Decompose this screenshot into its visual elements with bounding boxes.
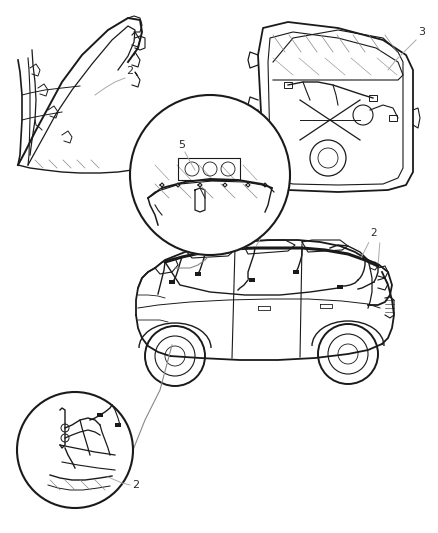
Circle shape: [130, 95, 290, 255]
Bar: [337, 285, 343, 289]
Bar: [284, 82, 292, 88]
Text: 5: 5: [179, 140, 186, 150]
Bar: [97, 413, 103, 417]
Bar: [195, 272, 201, 276]
Bar: [178, 158, 240, 180]
Circle shape: [17, 392, 133, 508]
Bar: [115, 423, 121, 427]
Text: 2: 2: [132, 480, 139, 490]
Text: 3: 3: [418, 27, 425, 37]
Bar: [293, 270, 299, 274]
Text: 2: 2: [371, 228, 377, 238]
Bar: [169, 280, 175, 284]
Text: 6: 6: [197, 226, 203, 236]
Bar: [249, 278, 255, 282]
Text: 1: 1: [260, 224, 266, 234]
Bar: [369, 95, 377, 101]
Text: 8: 8: [230, 224, 237, 234]
Bar: [389, 115, 397, 121]
Text: 2: 2: [126, 66, 133, 76]
